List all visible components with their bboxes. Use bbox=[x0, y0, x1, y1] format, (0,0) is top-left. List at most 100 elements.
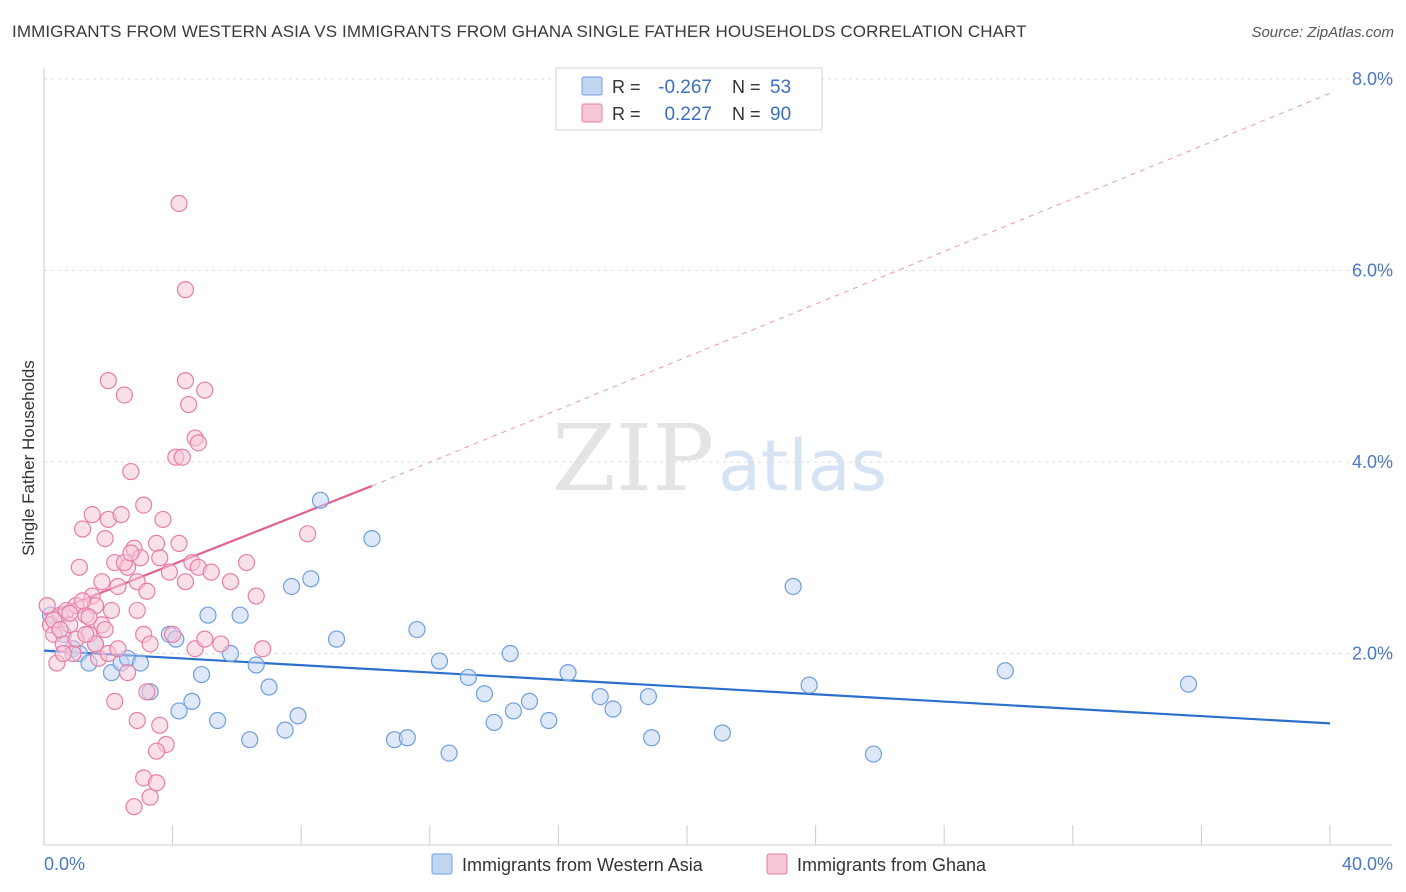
legend-bottom-swatch-western-asia bbox=[431, 853, 453, 875]
point-ghana bbox=[196, 630, 214, 648]
point-ghana bbox=[154, 510, 172, 529]
point-ghana bbox=[202, 563, 220, 581]
point-western-asia bbox=[475, 685, 494, 703]
point-western-asia bbox=[398, 729, 416, 747]
point-western-asia bbox=[864, 745, 883, 763]
point-ghana bbox=[151, 549, 169, 567]
point-ghana bbox=[170, 194, 188, 213]
point-western-asia bbox=[520, 692, 539, 710]
y-tick-label: 2.0% bbox=[1352, 644, 1393, 664]
y-tick-label: 4.0% bbox=[1352, 452, 1393, 472]
point-ghana bbox=[61, 604, 79, 622]
point-ghana bbox=[176, 573, 195, 591]
point-western-asia bbox=[363, 529, 381, 548]
chart-title: IMMIGRANTS FROM WESTERN ASIA VS IMMIGRAN… bbox=[12, 22, 1027, 41]
point-western-asia bbox=[996, 662, 1014, 680]
y-tick-label: 6.0% bbox=[1352, 261, 1393, 281]
point-western-asia bbox=[199, 606, 217, 624]
point-ghana bbox=[176, 281, 195, 299]
legend-r-value-1: -0.267 bbox=[658, 77, 712, 98]
point-ghana bbox=[109, 640, 127, 658]
point-ghana bbox=[212, 635, 230, 653]
trend-line-western-asia bbox=[43, 649, 1331, 725]
source-label: Source: ZipAtlas.com bbox=[1251, 24, 1394, 41]
point-ghana bbox=[38, 597, 56, 615]
point-ghana bbox=[96, 620, 114, 639]
point-ghana bbox=[237, 553, 256, 572]
point-western-asia bbox=[643, 729, 661, 747]
point-ghana bbox=[254, 640, 272, 658]
point-western-asia bbox=[784, 577, 802, 596]
point-ghana bbox=[170, 534, 188, 552]
point-western-asia bbox=[241, 731, 259, 749]
point-ghana bbox=[73, 592, 92, 610]
point-ghana bbox=[83, 506, 101, 524]
point-ghana bbox=[102, 601, 121, 620]
point-ghana bbox=[141, 635, 159, 653]
y-axis-label: Single Father Households bbox=[19, 360, 38, 556]
point-ghana bbox=[128, 711, 146, 730]
point-western-asia bbox=[260, 678, 278, 696]
point-ghana bbox=[96, 529, 114, 548]
point-ghana bbox=[160, 563, 178, 581]
legend-bottom-swatch-ghana bbox=[766, 853, 788, 875]
point-western-asia bbox=[504, 702, 522, 720]
point-western-asia bbox=[209, 711, 227, 730]
point-western-asia bbox=[559, 664, 577, 682]
point-ghana bbox=[70, 558, 88, 576]
point-ghana bbox=[73, 520, 92, 538]
point-western-asia bbox=[713, 724, 731, 742]
point-ghana bbox=[93, 573, 111, 591]
point-ghana bbox=[180, 395, 198, 414]
point-ghana bbox=[118, 664, 137, 682]
point-ghana bbox=[125, 798, 143, 816]
point-ghana bbox=[189, 434, 207, 452]
legend-r-label-1: R = bbox=[612, 77, 641, 97]
point-ghana bbox=[77, 625, 95, 643]
point-western-asia bbox=[231, 606, 249, 624]
point-western-asia bbox=[131, 654, 150, 672]
point-ghana bbox=[147, 774, 166, 792]
point-western-asia bbox=[440, 744, 458, 762]
legend-swatch-western-asia bbox=[581, 76, 603, 96]
point-ghana bbox=[51, 620, 69, 639]
tick-labels: 2.0% 4.0% 6.0% 8.0% 0.0% 40.0% bbox=[44, 69, 1393, 874]
point-ghana bbox=[221, 573, 240, 591]
legend-n-label-2: N = bbox=[732, 104, 761, 124]
point-ghana bbox=[173, 448, 191, 466]
point-ghana bbox=[147, 742, 166, 760]
point-western-asia bbox=[408, 620, 426, 639]
point-western-asia bbox=[485, 713, 503, 732]
point-ghana bbox=[128, 601, 146, 620]
point-western-asia bbox=[501, 644, 519, 663]
point-ghana bbox=[106, 692, 124, 710]
trend-extension-ghana bbox=[371, 92, 1331, 487]
point-western-asia bbox=[800, 676, 818, 694]
axes bbox=[43, 68, 1392, 846]
point-ghana bbox=[54, 644, 72, 663]
point-western-asia bbox=[430, 652, 449, 670]
point-ghana bbox=[247, 587, 265, 605]
point-ghana bbox=[141, 788, 159, 806]
point-ghana bbox=[138, 683, 156, 701]
point-ghana bbox=[196, 381, 214, 399]
point-western-asia bbox=[459, 668, 477, 687]
point-western-asia bbox=[170, 702, 188, 720]
point-western-asia bbox=[276, 721, 294, 739]
point-western-asia bbox=[311, 491, 330, 509]
point-ghana bbox=[99, 372, 117, 390]
legend-r-label-2: R = bbox=[612, 104, 641, 124]
point-ghana bbox=[151, 716, 169, 734]
point-western-asia bbox=[540, 711, 558, 730]
point-ghana bbox=[164, 625, 182, 643]
point-western-asia bbox=[1179, 675, 1198, 693]
point-ghana bbox=[112, 506, 130, 524]
legend-swatch-ghana bbox=[581, 103, 603, 123]
data-points bbox=[38, 194, 1198, 816]
point-ghana bbox=[80, 608, 98, 626]
watermark-zip: ZIP bbox=[552, 405, 714, 512]
legend-bottom-ghana: Immigrants from Ghana bbox=[797, 855, 987, 875]
x-tick-label: 0.0% bbox=[44, 854, 85, 874]
point-western-asia bbox=[282, 577, 301, 596]
